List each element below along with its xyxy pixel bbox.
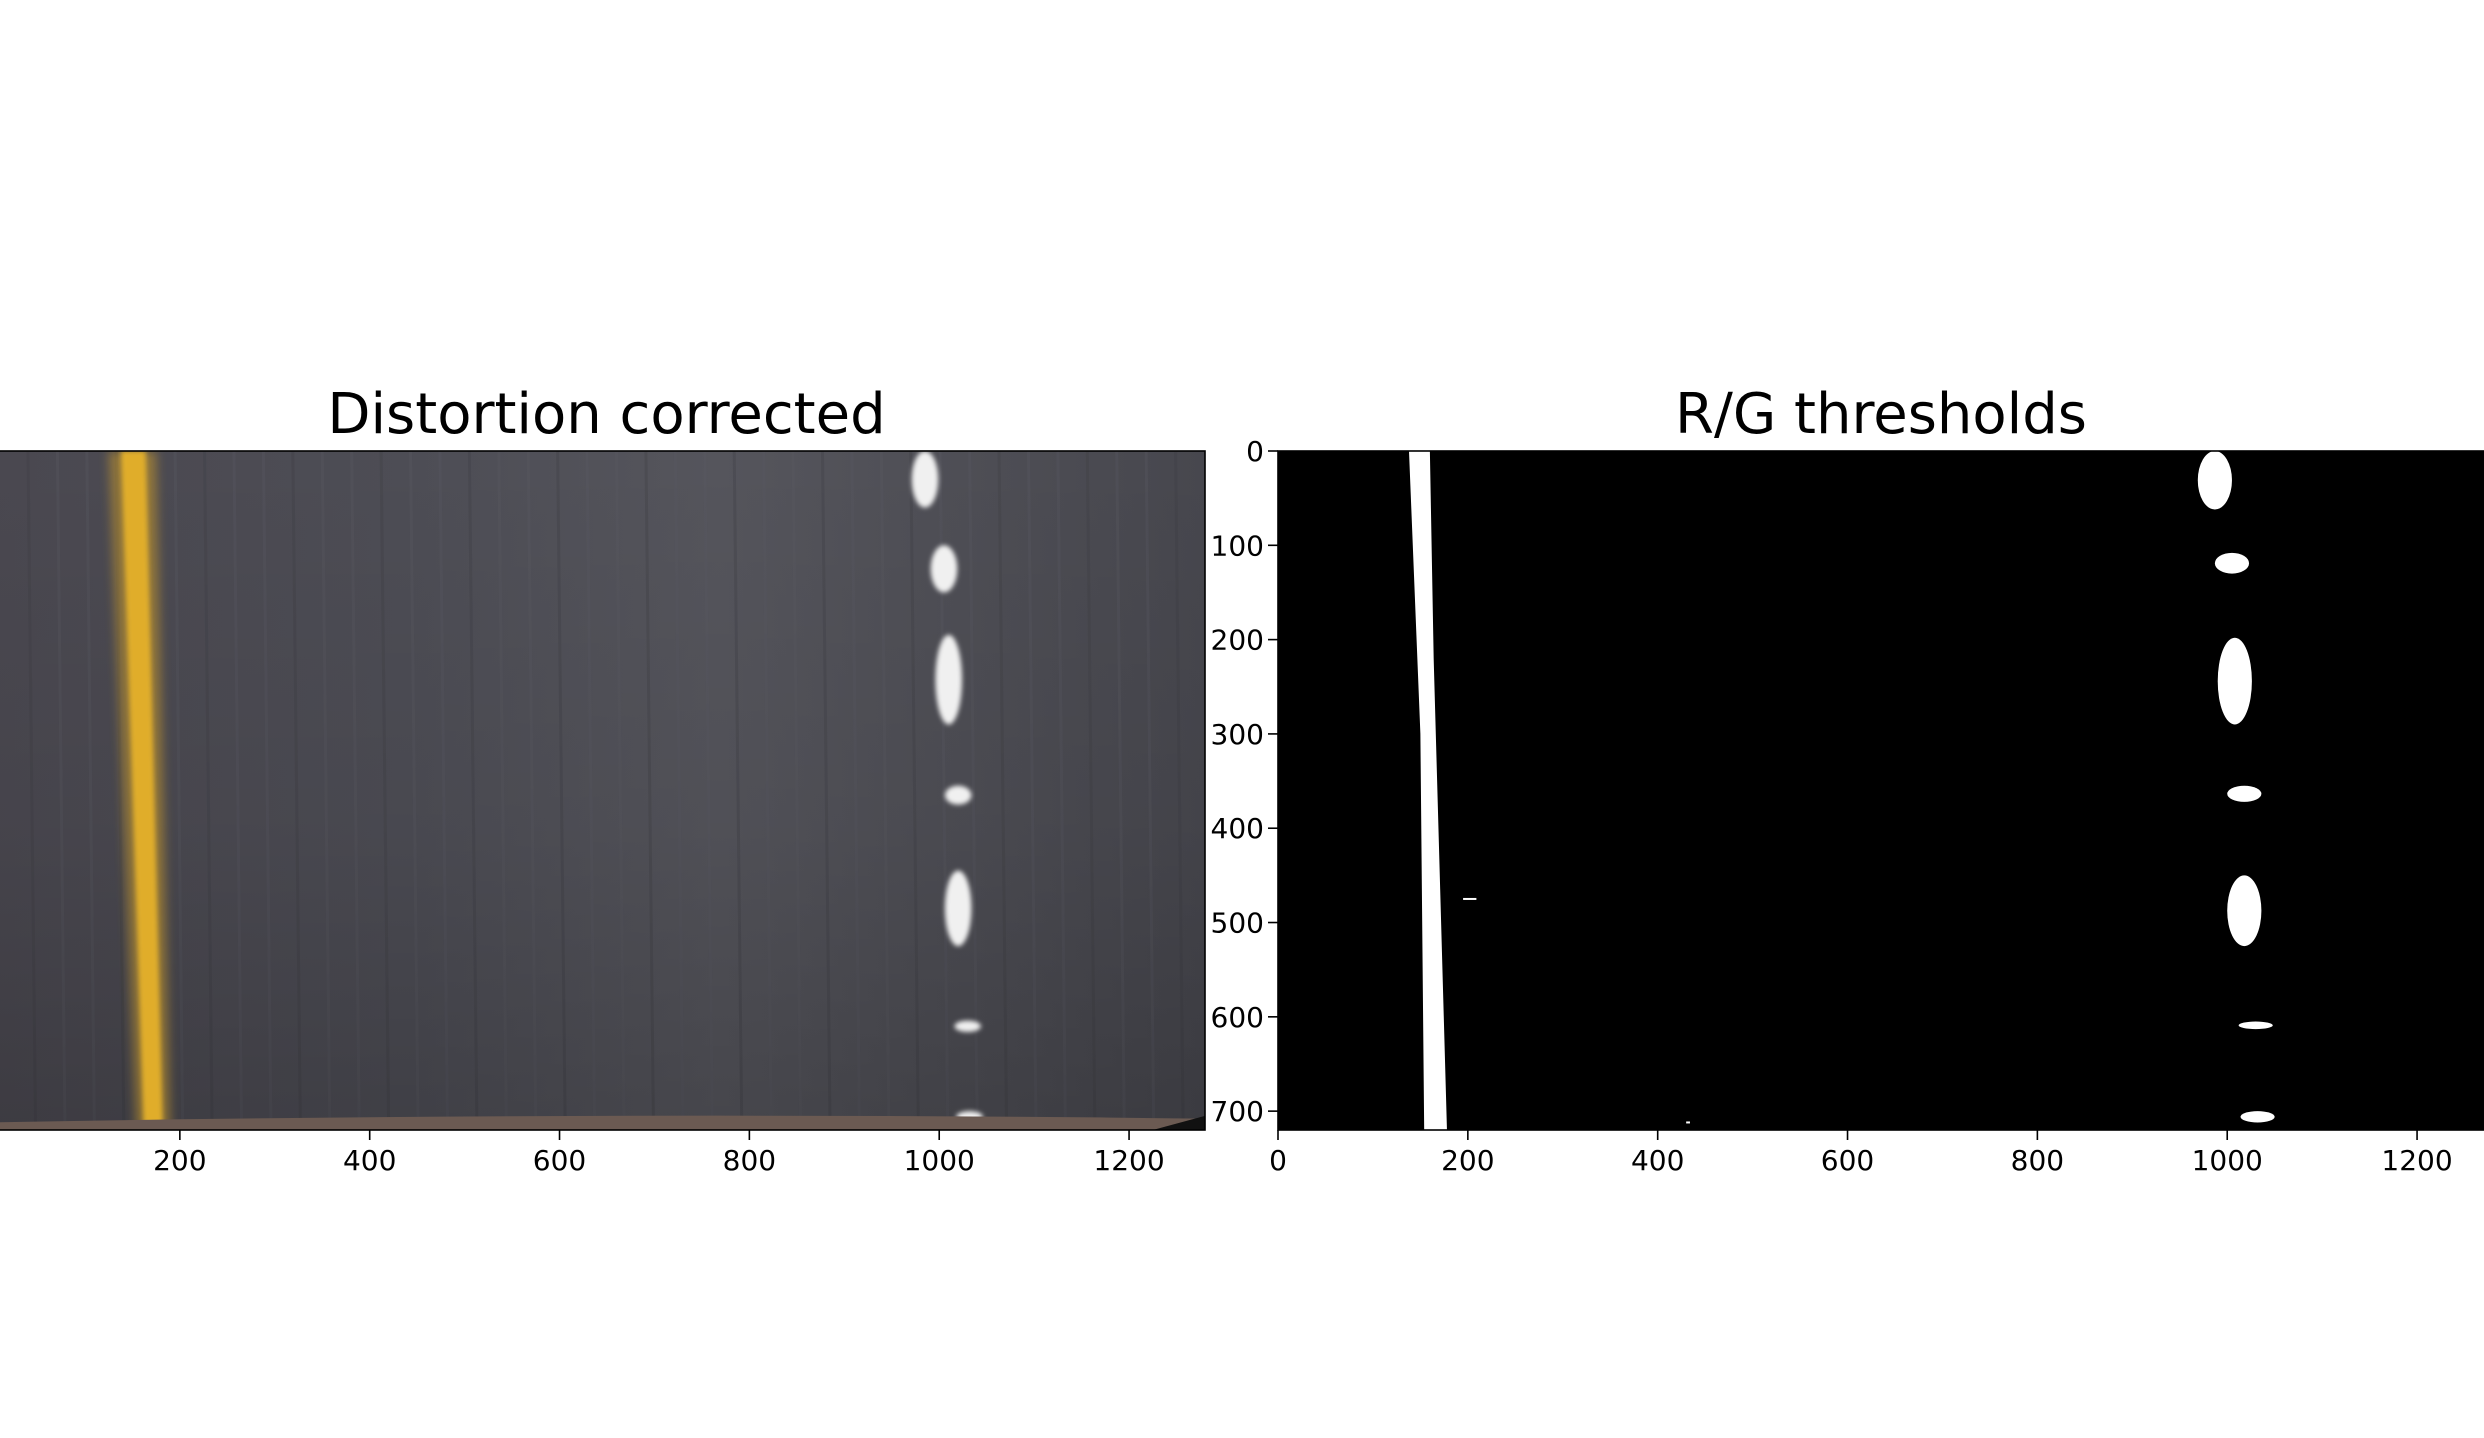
x-tick-label: 600 xyxy=(533,1144,586,1177)
y-tick-label: 700 xyxy=(1211,1095,1264,1128)
lane-blob xyxy=(2240,1111,2275,1123)
lane-dash xyxy=(935,634,962,725)
lane-dash xyxy=(911,451,939,508)
noise-speck xyxy=(1686,1121,1690,1124)
panel-rg-thresholds: R/G thresholds 0 200 400 600 800 1000 1200 0 10… xyxy=(1211,382,2484,1177)
lane-blob xyxy=(2238,1021,2273,1030)
lane-blob xyxy=(2217,637,2252,725)
x-tick-label: 1200 xyxy=(2381,1144,2452,1177)
axes-frame xyxy=(1277,450,2484,1131)
x-tick-label: 800 xyxy=(723,1144,776,1177)
panel-title: R/G thresholds xyxy=(1675,382,2087,447)
x-tick-label: 600 xyxy=(1821,1144,1874,1177)
y-tick-label: 600 xyxy=(1211,1001,1264,1034)
threshold-image xyxy=(1278,451,2484,1130)
x-tick-label: 0 xyxy=(1269,1144,1287,1177)
lane-dash xyxy=(944,870,972,947)
x-tick-label: 1000 xyxy=(904,1144,975,1177)
lane-blob xyxy=(2197,451,2232,510)
axes-frame xyxy=(0,450,1206,1131)
road-image xyxy=(0,451,1205,1130)
lane-blob xyxy=(2214,552,2250,574)
left-lane-line xyxy=(120,451,163,1130)
ground-strip xyxy=(0,1115,1205,1130)
lane-dash xyxy=(954,1020,981,1032)
y-tick-label: 0 xyxy=(1246,435,1264,468)
x-tick-label: 1000 xyxy=(2192,1144,2263,1177)
lane-blob xyxy=(2227,875,2262,947)
y-tick-label: 500 xyxy=(1211,907,1264,940)
lane-dash xyxy=(930,545,958,593)
mask-background xyxy=(1278,451,2484,1130)
y-axis: 0 100 200 300 400 500 600 700 xyxy=(1211,435,1278,1128)
y-tick-label: 400 xyxy=(1211,812,1264,845)
x-tick-label: 1200 xyxy=(1093,1144,1164,1177)
y-tick-label: 100 xyxy=(1211,529,1264,562)
panel-title: Distortion corrected xyxy=(327,382,885,447)
road-shading xyxy=(0,451,1205,1130)
x-tick-label: 800 xyxy=(2011,1144,2064,1177)
x-axis: 0 200 400 600 800 1000 1200 xyxy=(1269,1130,2453,1177)
noise-speck xyxy=(1463,897,1477,900)
x-tick-label: 400 xyxy=(343,1144,396,1177)
lane-dash xyxy=(944,785,972,805)
x-tick-label: 200 xyxy=(1441,1144,1494,1177)
y-tick-label: 200 xyxy=(1211,624,1264,657)
x-tick-label: 400 xyxy=(1631,1144,1684,1177)
y-tick-label: 300 xyxy=(1211,718,1264,751)
left-lane-mask xyxy=(1408,451,1447,1130)
panel-distortion-corrected: Distortion corrected 0200400600800100012… xyxy=(0,382,1206,1177)
lane-blob xyxy=(2227,785,2262,802)
x-tick-label: 200 xyxy=(153,1144,206,1177)
corner-shadow xyxy=(1152,1115,1205,1130)
